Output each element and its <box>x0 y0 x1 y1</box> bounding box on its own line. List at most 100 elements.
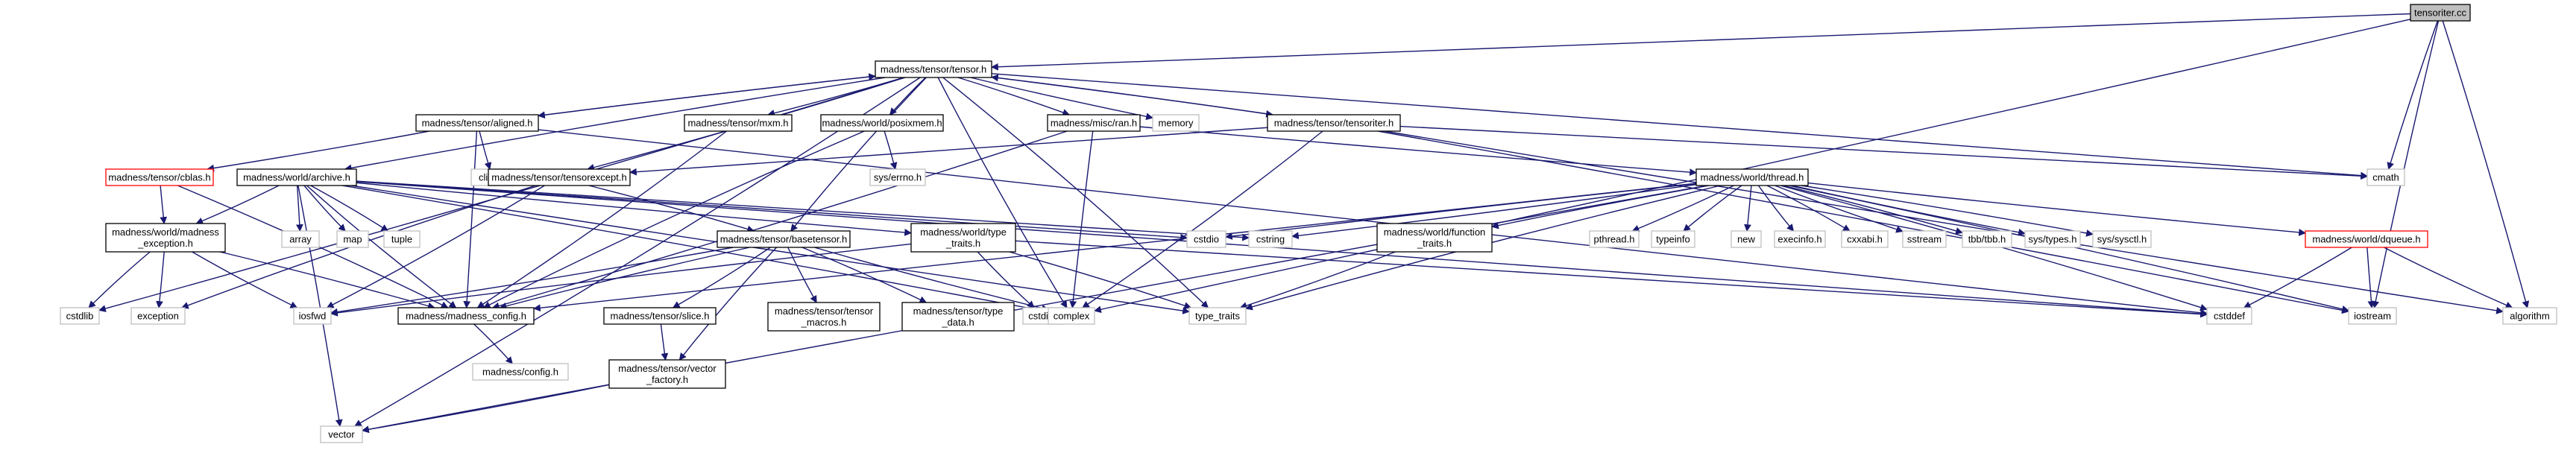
node-label: execinfo.h <box>1777 234 1821 245</box>
node-algorithm: algorithm <box>2502 307 2557 325</box>
node-posixmem-h[interactable]: madness/world/posixmem.h <box>820 114 944 132</box>
node-box <box>105 223 226 253</box>
node-label: tuple <box>391 234 412 245</box>
edge-mxm_h-to-madness_config_h <box>476 130 727 308</box>
edge-type_traits_h-to-iosfwd <box>330 243 912 317</box>
node-box <box>1267 114 1401 132</box>
edge-thread_h-to-tbb_h <box>1783 185 1963 235</box>
node-label: sys/sysctl.h <box>2097 234 2147 245</box>
edge-thread_h-to-cxxabi_h <box>1766 185 1851 232</box>
node-cblas-h[interactable]: madness/tensor/cblas.h <box>105 168 214 186</box>
edge-archive_h-to-cstddef <box>356 181 2208 318</box>
node-cstring: cstring <box>1248 230 1293 248</box>
node-typeinfo: typeinfo <box>1651 230 1695 248</box>
edge-madness_exception_h-to-iosfwd <box>192 251 298 308</box>
node-label: madness/tensor/tensor.h <box>881 64 986 75</box>
edge-basetensor_h-to-vector_factory_h <box>678 247 778 361</box>
node-type-traits: type_traits <box>1188 307 1247 325</box>
node-label: cmath <box>2372 172 2399 183</box>
edge-tensoriter_h-to-algorithm <box>1385 130 2504 314</box>
node-archive-h[interactable]: madness/world/archive.h <box>236 168 357 186</box>
node-slice-h[interactable]: madness/tensor/slice.h <box>603 307 717 325</box>
node-iostream: iostream <box>2348 307 2397 325</box>
edge-cblas_h-to-madness_exception_h <box>160 185 168 224</box>
node-label: cstring <box>1256 234 1285 245</box>
edge-madness_config_h-to-config_h <box>473 323 513 364</box>
node-memory: memory <box>1152 114 1200 132</box>
edge-basetensor_h-to-complex <box>814 247 1049 312</box>
node-map: map <box>336 230 369 248</box>
edge-tensoriter_h-to-tensor_h <box>991 74 1273 115</box>
node-label: iostream <box>2354 311 2391 322</box>
node-label: _traits.h <box>1417 238 1452 249</box>
node-tensor-macros-h[interactable]: madness/tensor/tensor_macros.h <box>767 302 881 332</box>
edge-thread_h-to-madness_config_h <box>533 183 1697 312</box>
edge-thread_h-to-sys_sysctl_h <box>1801 185 2094 237</box>
edge-tensoriter_cc-to-algorithm <box>2442 20 2530 308</box>
node-box <box>1731 230 1762 248</box>
node-box <box>293 307 332 325</box>
node-box <box>1589 230 1640 248</box>
node-label: iosfwd <box>299 311 327 322</box>
node-vector: vector <box>320 425 363 443</box>
node-cstddef: cstddef <box>2206 307 2252 325</box>
edge-madness_exception_h-to-exception <box>156 251 165 308</box>
node-function-traits-h[interactable]: madness/world/function_traits.h <box>1376 223 1493 253</box>
node-tensoriter-h[interactable]: madness/tensor/tensoriter.h <box>1267 114 1401 132</box>
node-ran-h[interactable]: madness/misc/ran.h <box>1047 114 1141 132</box>
edge-tensoriter_cc-to-complex <box>1094 19 2411 314</box>
node-box <box>603 307 717 325</box>
node-tbb-h: tbb/tbb.h <box>1962 230 2012 248</box>
node-box <box>910 223 1016 253</box>
edge-tensoriter_h-to-iostream <box>1378 130 2349 314</box>
node-label: madness/misc/ran.h <box>1051 118 1137 129</box>
node-tensorexcept-h[interactable]: madness/tensor/tensorexcept.h <box>488 168 631 186</box>
node-mxm-h[interactable]: madness/tensor/mxm.h <box>684 114 793 132</box>
node-type-data-h[interactable]: madness/tensor/type_data.h <box>901 302 1015 332</box>
node-vector-factory-h[interactable]: madness/tensor/vector_factory.h <box>608 359 726 389</box>
node-box <box>472 363 569 381</box>
node-madness-config-h[interactable]: madness/madness_config.h <box>397 307 535 325</box>
edge-dqueue_h-to-iostream <box>2366 247 2375 308</box>
edge-archive_h-to-vector <box>297 185 343 427</box>
edge-layer <box>88 13 2530 434</box>
edge-thread_h-to-execinfo_h <box>1757 185 1795 232</box>
edge-aligned_h-to-climits <box>479 130 492 170</box>
node-label: exception <box>137 311 179 322</box>
node-box <box>1962 230 2012 248</box>
node-madness-exception-h[interactable]: madness/world/madness_exception.h <box>105 223 226 253</box>
node-label: algorithm <box>2510 311 2549 322</box>
edge-function_traits_h-to-type_traits <box>1239 251 1396 309</box>
node-box <box>1651 230 1695 248</box>
edge-thread_h-to-pthread_h <box>1631 185 1734 232</box>
edge-archive_h-to-madness_config_h <box>306 185 457 308</box>
edge-archive_h-to-type_traits_h <box>356 182 912 236</box>
node-tensor-h[interactable]: madness/tensor/tensor.h <box>875 60 992 78</box>
node-box <box>105 168 214 186</box>
node-box <box>236 168 357 186</box>
edge-tensor_h-to-basetensor_h <box>790 77 927 232</box>
edge-aligned_h-to-madness_config_h <box>463 130 478 308</box>
node-basetensor-h[interactable]: madness/tensor/basetensor.h <box>717 230 851 248</box>
node-type-traits-h[interactable]: madness/world/type_traits.h <box>910 223 1016 253</box>
node-box <box>383 230 421 248</box>
node-label: new <box>1737 234 1755 245</box>
node-cxxabi-h: cxxabi.h <box>1841 230 1889 248</box>
node-label: tensoriter.cc <box>2414 7 2467 19</box>
edge-tensoriter_h-to-cmath <box>1399 125 2368 180</box>
node-dqueue-h[interactable]: madness/world/dqueue.h <box>2305 230 2428 248</box>
node-box <box>1152 114 1200 132</box>
node-box <box>901 302 1015 332</box>
edge-tensoriter_h-to-complex <box>1082 130 1323 308</box>
node-aligned-h[interactable]: madness/tensor/aligned.h <box>415 114 539 132</box>
node-box <box>397 307 535 325</box>
node-config-h: madness/config.h <box>472 363 569 381</box>
node-label: _factory.h <box>646 374 688 385</box>
edge-archive_h-to-madness_exception_h <box>195 185 280 225</box>
node-thread-h[interactable]: madness/world/thread.h <box>1695 168 1809 186</box>
node-array: array <box>281 230 320 248</box>
node-label: madness/world/dqueue.h <box>2312 234 2420 245</box>
node-tensoriter-cc[interactable]: tensoriter.cc <box>2410 4 2471 22</box>
edge-basetensor_h-to-tensor_macros_h <box>787 247 817 303</box>
